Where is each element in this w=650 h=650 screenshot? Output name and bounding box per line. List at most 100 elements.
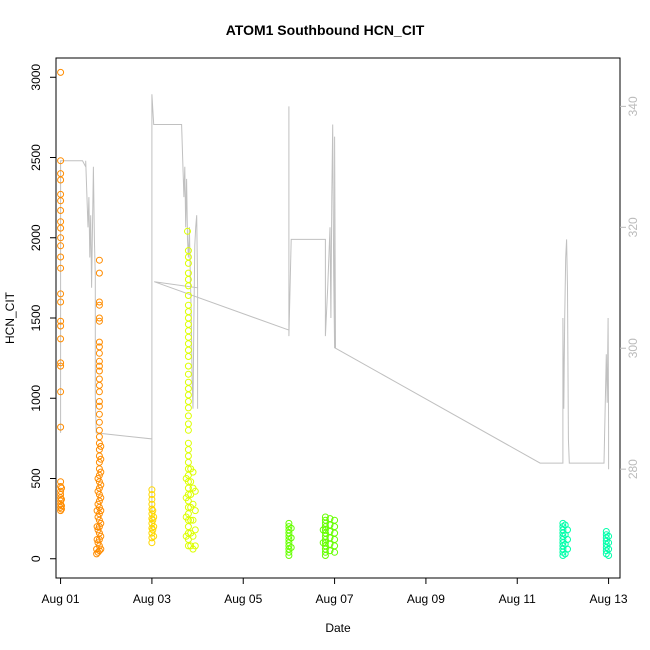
data-point [94, 513, 102, 521]
data-point [57, 242, 65, 250]
data-point [93, 507, 101, 515]
data-point [189, 516, 197, 524]
data-point [97, 442, 105, 450]
data-point [57, 68, 65, 76]
data-point [184, 227, 191, 235]
data-point [57, 197, 65, 205]
data-point [182, 532, 190, 540]
data-point [184, 282, 192, 290]
scatter-series-4 [285, 513, 339, 559]
data-point [97, 455, 105, 463]
data-point [191, 526, 199, 534]
data-point [94, 475, 102, 482]
x-tick-label: Aug 01 [42, 592, 80, 606]
data-point [57, 423, 65, 431]
x-tick-label: Aug 13 [590, 592, 628, 606]
data-point [94, 548, 102, 556]
data-point [57, 253, 65, 261]
y-tick-label: 3000 [29, 64, 43, 91]
data-point [148, 491, 156, 498]
data-point [95, 298, 103, 306]
data-point [149, 526, 157, 534]
right-axis-series-line [60, 94, 610, 530]
data-point [150, 513, 158, 521]
x-tick-label: Aug 05 [224, 592, 262, 606]
data-point [184, 412, 192, 420]
data-point [57, 264, 65, 272]
data-point [184, 362, 192, 370]
y-right-tick-label: 280 [626, 459, 640, 479]
data-point [58, 505, 65, 513]
data-point [191, 507, 199, 515]
data-point [187, 516, 195, 524]
data-point [95, 301, 103, 309]
y-right-tick-label: 300 [626, 338, 640, 358]
data-point [287, 534, 295, 542]
data-point [58, 502, 65, 510]
data-point [95, 362, 103, 370]
data-point [57, 359, 65, 367]
y-tick-label: 2500 [29, 144, 43, 171]
data-point [184, 370, 192, 378]
data-point [95, 349, 103, 357]
data-point [57, 317, 65, 325]
data-point [95, 418, 103, 426]
x-axis: Aug 01 Aug 03 Aug 05 Aug 07 Aug 09 Aug 11 Aug … [42, 577, 628, 606]
data-point [287, 544, 295, 551]
y-tick-label: 2000 [29, 224, 43, 251]
data-point [95, 388, 103, 396]
data-point [93, 545, 101, 553]
y-tick-label: 500 [29, 468, 43, 488]
y-axis-left: 0 500 1000 1500 2000 2500 3000 [29, 64, 57, 562]
scatter-series-1 [57, 68, 105, 558]
data-point [148, 539, 156, 547]
data-point [57, 290, 65, 298]
y-tick-label: 1500 [29, 304, 43, 331]
data-point [97, 494, 105, 502]
data-point [57, 157, 65, 165]
data-point [182, 513, 190, 521]
data-point [148, 534, 156, 542]
data-point [57, 207, 65, 214]
data-point [189, 468, 197, 476]
data-point [182, 475, 190, 482]
y-tick-label: 0 [29, 555, 43, 562]
data-point [184, 542, 192, 550]
x-tick-label: Aug 11 [499, 592, 536, 606]
data-point [331, 548, 339, 556]
y-right-tick-label: 320 [626, 217, 640, 237]
data-point [187, 491, 195, 498]
data-point [149, 507, 157, 515]
data-point [189, 500, 197, 508]
data-point [182, 494, 190, 502]
data-point [184, 259, 192, 267]
data-point [564, 545, 571, 553]
data-point [189, 532, 197, 540]
data-point [95, 410, 103, 418]
data-point [57, 362, 65, 370]
data-point [93, 536, 101, 543]
data-point [187, 478, 195, 486]
data-point [94, 526, 102, 534]
data-point [57, 224, 65, 232]
data-point [150, 532, 158, 540]
scatter-series-2 [148, 486, 158, 547]
data-point [93, 550, 101, 558]
data-point [184, 404, 192, 412]
y-axis-label: HCN_CIT [3, 291, 17, 344]
y-tick-label: 1000 [29, 385, 43, 412]
data-point [319, 539, 327, 547]
y-axis-right: 280 300 320 340 [620, 96, 640, 479]
data-point [326, 547, 334, 555]
data-point [150, 523, 158, 531]
data-point [95, 269, 103, 277]
data-point [95, 314, 103, 322]
data-point [93, 523, 101, 531]
data-point [97, 507, 105, 515]
data-point [97, 468, 105, 476]
data-point [95, 367, 103, 375]
data-point [184, 426, 192, 434]
data-point [57, 298, 65, 306]
data-point [321, 552, 329, 559]
data-point [184, 292, 192, 299]
